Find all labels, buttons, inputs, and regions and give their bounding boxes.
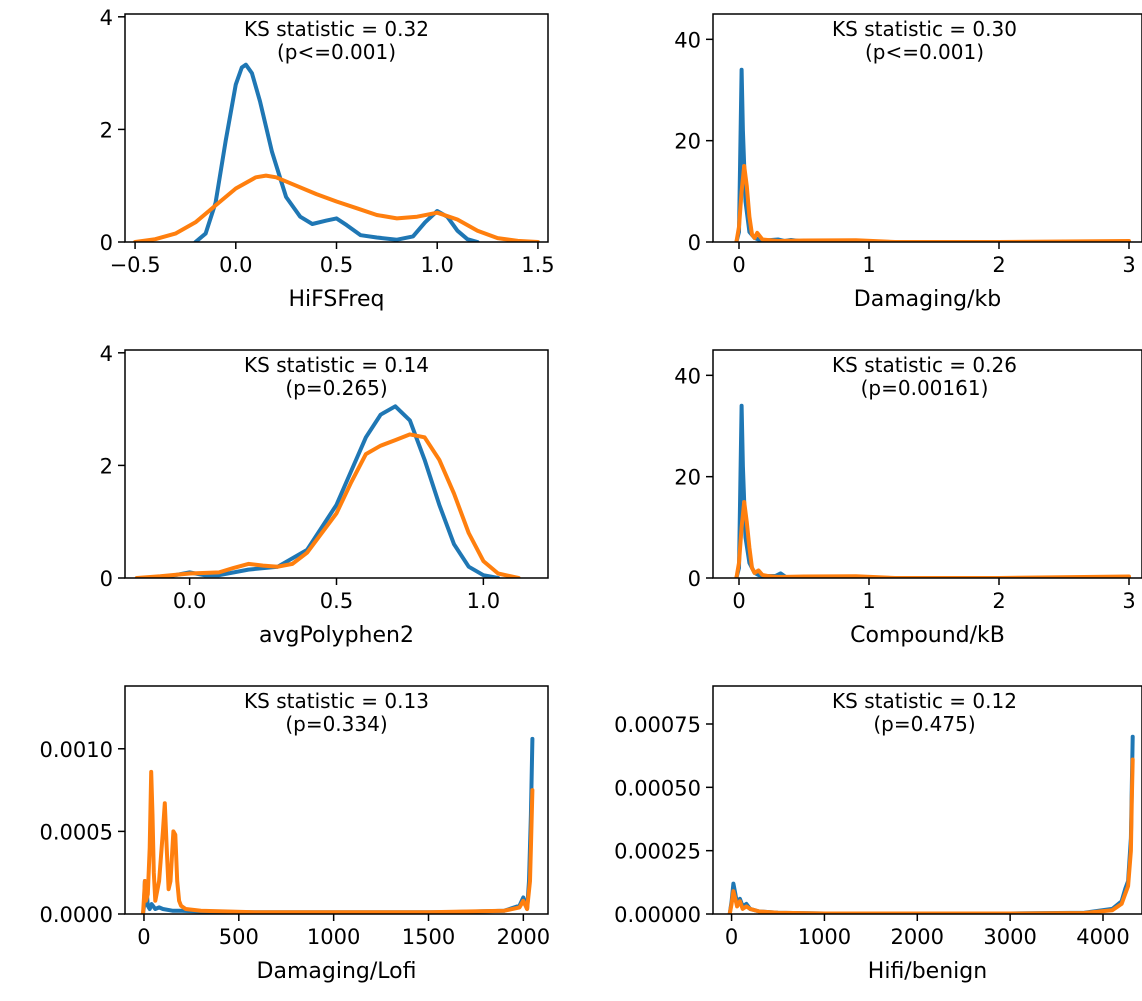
x-axis-label: Hifi/benign (868, 959, 987, 984)
subplot-5: 0 500 1000 1500 2000 0.0000 0.0005 0.0010 Damagi… (40, 685, 550, 984)
x-tick-label: 2 (992, 253, 1005, 277)
y-tick-label: 0 (688, 231, 701, 255)
x-tick-label: 1000 (798, 925, 851, 949)
series-line-2 (734, 164, 1131, 242)
subplot-2: 0 1 2 3 0 20 40 Damaging/kb KS statistic = 0.30(… (674, 13, 1142, 312)
series-line-1 (158, 404, 501, 578)
x-tick-label: −0.5 (110, 253, 161, 277)
y-tick-label: 0.00050 (614, 776, 701, 800)
x-tick-label: 0.5 (320, 253, 353, 277)
x-axis-label: Damaging/Lofi (257, 959, 417, 984)
x-tick-label: 2000 (891, 925, 944, 949)
y-tick-label: 2 (100, 118, 113, 142)
y-tick-label: 0.00025 (614, 840, 701, 864)
x-tick-label: 1.5 (521, 253, 554, 277)
x-tick-label: 1500 (402, 925, 455, 949)
series-line-1 (193, 62, 480, 242)
ks-statistic-label: KS statistic = 0.32 (244, 17, 429, 41)
x-tick-label: 2 (992, 589, 1005, 613)
p-value-label: (p=0.475) (873, 712, 975, 736)
axes-frame (124, 685, 549, 915)
x-tick-label: 0 (732, 253, 745, 277)
x-axis-label: HiFSFreq (288, 287, 384, 312)
p-value-label: (p<=0.001) (277, 40, 396, 64)
axes-frame (712, 13, 1142, 243)
series-line-2 (734, 500, 1131, 578)
subplot-3: 0.0 0.5 1.0 0 2 4 avgPolyphen2 KS statistic = 0… (100, 342, 549, 648)
y-tick-label: 0 (100, 231, 113, 255)
x-tick-label: 0 (732, 589, 745, 613)
subplot-6: 0 1000 2000 3000 4000 0.00000 0.00025 0.00050 0.… (614, 685, 1142, 984)
y-tick-label: 20 (674, 130, 701, 154)
y-tick-label: 0.00075 (614, 713, 701, 737)
subplot-4: 0 1 2 3 0 20 40 Compound/kB KS statistic = 0.26(… (674, 349, 1142, 648)
y-tick-label: 40 (674, 364, 701, 388)
x-tick-label: 1 (862, 253, 875, 277)
y-tick-label: 40 (674, 28, 701, 52)
series-line-1 (141, 736, 535, 914)
x-tick-label: 0.5 (320, 589, 353, 613)
p-value-label: (p=0.00161) (861, 376, 989, 400)
y-tick-label: 2 (100, 454, 113, 478)
ks-statistic-label: KS statistic = 0.13 (244, 689, 429, 713)
x-tick-label: 0 (725, 925, 738, 949)
series-line-2 (134, 432, 521, 578)
y-tick-label: 0 (688, 567, 701, 591)
x-tick-label: 1.0 (421, 253, 454, 277)
x-tick-label: 3 (1122, 589, 1135, 613)
y-tick-label: 0.0000 (40, 903, 113, 927)
y-tick-label: 0.0005 (40, 820, 113, 844)
y-tick-label: 4 (100, 6, 113, 30)
x-axis-label: Damaging/kb (854, 287, 1001, 312)
y-tick-label: 0.0010 (40, 738, 113, 762)
p-value-label: (p<=0.001) (865, 40, 984, 64)
x-tick-label: 3 (1122, 253, 1135, 277)
ks-statistic-label: KS statistic = 0.26 (832, 353, 1017, 377)
axes-frame (712, 685, 1142, 915)
series-line-1 (734, 403, 1131, 578)
x-axis-label: Compound/kB (850, 623, 1005, 648)
x-tick-label: 1 (862, 589, 875, 613)
series-line-2 (141, 769, 535, 914)
ks-statistic-label: KS statistic = 0.14 (244, 353, 429, 377)
y-tick-label: 0.00000 (614, 903, 701, 927)
series-line-1 (727, 734, 1135, 914)
ks-statistic-label: KS statistic = 0.12 (832, 689, 1017, 713)
y-tick-label: 4 (100, 342, 113, 366)
x-tick-label: 500 (219, 925, 259, 949)
x-tick-label: 0.0 (219, 253, 252, 277)
x-tick-label: 1000 (307, 925, 360, 949)
series-line-1 (734, 67, 1131, 242)
ks-statistic-label: KS statistic = 0.30 (832, 17, 1017, 41)
x-axis-label: avgPolyphen2 (259, 623, 414, 648)
x-tick-label: 2000 (497, 925, 550, 949)
series-line-2 (727, 757, 1135, 914)
x-tick-label: 0 (137, 925, 150, 949)
y-tick-label: 0 (100, 567, 113, 591)
x-tick-label: 4000 (1076, 925, 1129, 949)
y-tick-label: 20 (674, 466, 701, 490)
x-tick-label: 0.0 (173, 589, 206, 613)
subplot-1: −0.5 0.0 0.5 1.0 1.5 0 2 4 HiFSFreq KS statistic … (100, 6, 555, 312)
x-tick-label: 1.0 (467, 589, 500, 613)
axes-frame (712, 349, 1142, 579)
series-line-2 (133, 173, 540, 242)
x-tick-label: 3000 (983, 925, 1036, 949)
p-value-label: (p=0.265) (285, 376, 387, 400)
p-value-label: (p=0.334) (285, 712, 387, 736)
